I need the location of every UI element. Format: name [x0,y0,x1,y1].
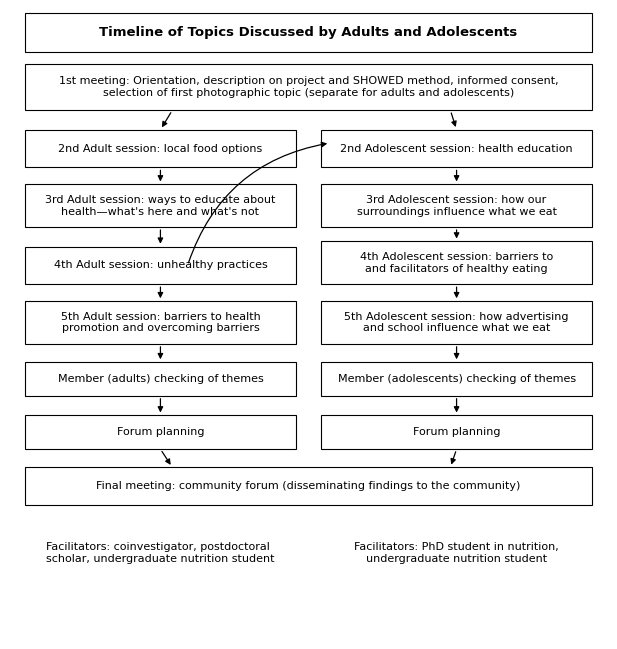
FancyBboxPatch shape [321,130,592,167]
FancyBboxPatch shape [25,301,296,344]
FancyBboxPatch shape [25,362,296,396]
FancyBboxPatch shape [321,241,592,284]
FancyBboxPatch shape [25,415,296,449]
Text: Timeline of Topics Discussed by Adults and Adolescents: Timeline of Topics Discussed by Adults a… [99,26,518,39]
FancyBboxPatch shape [321,362,592,396]
Text: Member (adolescents) checking of themes: Member (adolescents) checking of themes [337,374,576,384]
Text: 1st meeting: Orientation, description on project and SHOWED method, informed con: 1st meeting: Orientation, description on… [59,76,558,98]
FancyBboxPatch shape [25,467,592,505]
FancyBboxPatch shape [321,415,592,449]
Text: 2nd Adult session: local food options: 2nd Adult session: local food options [58,143,263,154]
Text: 4th Adolescent session: barriers to
and facilitators of healthy eating: 4th Adolescent session: barriers to and … [360,252,553,274]
FancyBboxPatch shape [321,184,592,227]
Text: 4th Adult session: unhealthy practices: 4th Adult session: unhealthy practices [54,260,267,271]
FancyBboxPatch shape [321,301,592,344]
Text: Forum planning: Forum planning [413,427,500,437]
FancyBboxPatch shape [25,64,592,110]
Text: 3rd Adult session: ways to educate about
health—what's here and what's not: 3rd Adult session: ways to educate about… [45,195,276,217]
FancyBboxPatch shape [25,130,296,167]
Text: 5th Adolescent session: how advertising
and school influence what we eat: 5th Adolescent session: how advertising … [344,312,569,334]
FancyBboxPatch shape [25,184,296,227]
FancyBboxPatch shape [25,247,296,284]
Text: 3rd Adolescent session: how our
surroundings influence what we eat: 3rd Adolescent session: how our surround… [357,195,557,217]
FancyBboxPatch shape [25,13,592,52]
Text: Facilitators: coinvestigator, postdoctoral
scholar, undergraduate nutrition stud: Facilitators: coinvestigator, postdoctor… [46,542,275,563]
Text: Final meeting: community forum (disseminating findings to the community): Final meeting: community forum (dissemin… [96,481,521,491]
Text: Forum planning: Forum planning [117,427,204,437]
Text: Facilitators: PhD student in nutrition,
undergraduate nutrition student: Facilitators: PhD student in nutrition, … [354,542,559,563]
Text: Member (adults) checking of themes: Member (adults) checking of themes [57,374,263,384]
Text: 2nd Adolescent session: health education: 2nd Adolescent session: health education [340,143,573,154]
Text: 5th Adult session: barriers to health
promotion and overcoming barriers: 5th Adult session: barriers to health pr… [60,312,260,334]
